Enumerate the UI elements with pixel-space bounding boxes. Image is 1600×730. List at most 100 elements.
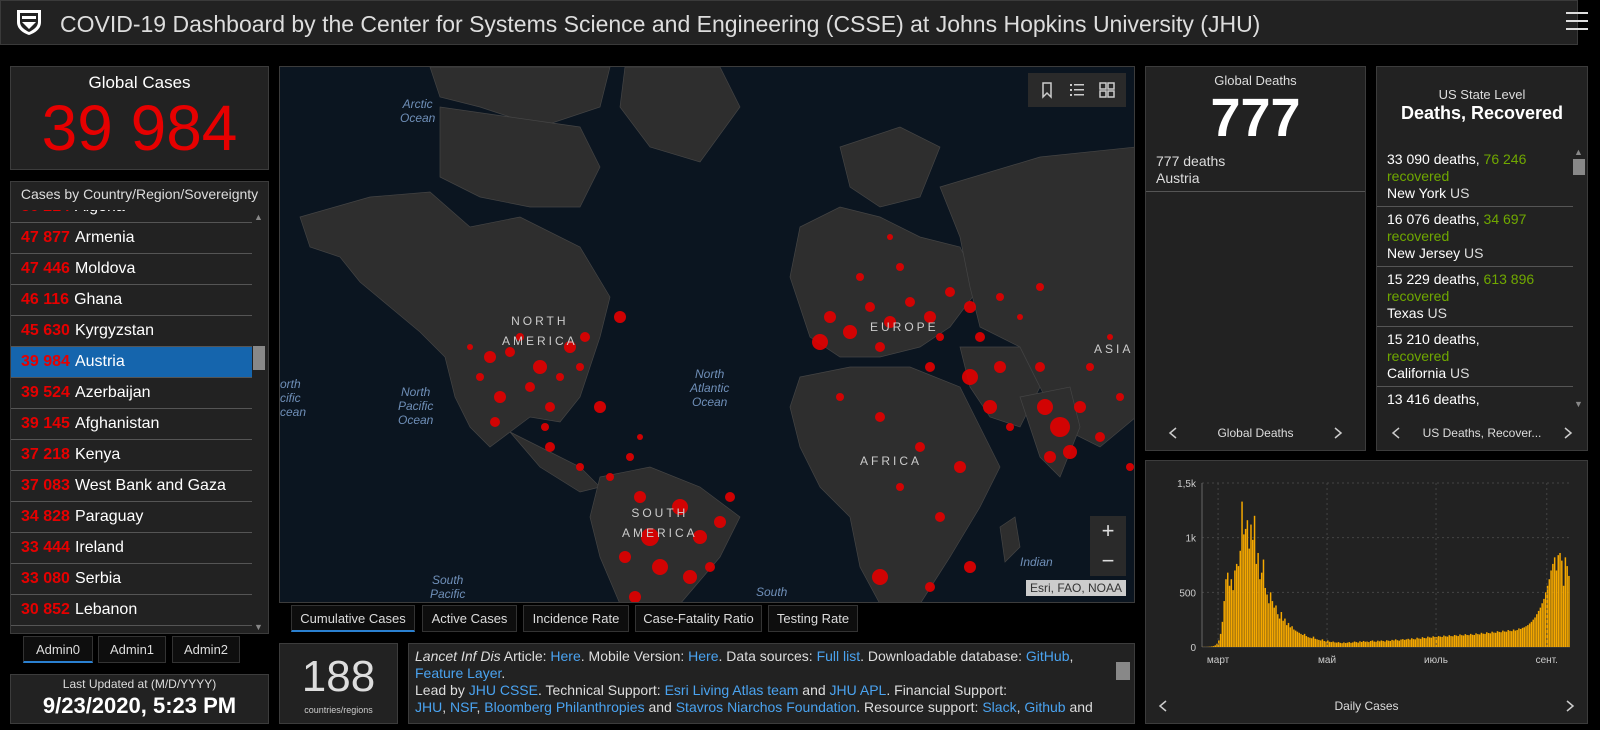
country-row[interactable]: 39 984 Austria <box>11 347 252 378</box>
us-state-row[interactable]: 15 229 deaths, 613 896 recovered Texas US <box>1377 267 1573 327</box>
chart-bar <box>1468 635 1470 647</box>
countries-count-panel: 188 countries/regions <box>279 643 398 724</box>
next-arrow-icon[interactable] <box>1565 700 1575 712</box>
link-full-list[interactable]: Full list <box>816 648 861 664</box>
prev-arrow-icon[interactable] <box>1391 427 1401 439</box>
link-feature-layer[interactable]: Feature Layer <box>415 665 502 681</box>
label-indian-ocean: Indian <box>1020 555 1053 569</box>
country-row[interactable]: 47 446 Moldova <box>11 254 252 285</box>
tab-admin2[interactable]: Admin2 <box>172 636 240 663</box>
us-state-row[interactable]: 33 090 deaths, 76 246 recovered New York U… <box>1377 147 1573 207</box>
country-row[interactable]: 45 630 Kyrgyzstan <box>11 316 252 347</box>
prev-arrow-icon[interactable] <box>1168 427 1178 439</box>
us-recovered-count: 34 697 <box>1483 211 1527 227</box>
link-slack[interactable]: Slack <box>982 699 1017 715</box>
tab-incidence-rate[interactable]: Incidence Rate <box>523 605 629 632</box>
country-case-count: 47 446 <box>21 260 70 277</box>
chart-bar <box>1393 640 1395 647</box>
prev-arrow-icon[interactable] <box>1158 700 1168 712</box>
next-arrow-icon[interactable] <box>1563 427 1573 439</box>
chart-bar <box>1357 642 1359 647</box>
us-state-panel: US State Level Deaths, Recovered 33 090 … <box>1376 66 1588 451</box>
chart-bar <box>1457 636 1459 647</box>
legend-list-icon[interactable] <box>1068 81 1086 99</box>
scroll-up-icon[interactable]: ▲ <box>254 212 263 222</box>
basemap-gallery-icon[interactable] <box>1098 81 1116 99</box>
link-github[interactable]: GitHub <box>1025 648 1070 664</box>
country-row[interactable]: 47 877 Armenia <box>11 223 252 254</box>
country-row[interactable]: 37 218 Kenya <box>11 440 252 471</box>
zoom-out-button[interactable]: − <box>1101 548 1115 573</box>
country-list-scrollbar[interactable]: ▲ ▼ <box>252 212 266 632</box>
bookmark-icon[interactable] <box>1038 81 1056 99</box>
chart-bar <box>1496 631 1499 647</box>
scroll-down-icon[interactable]: ▼ <box>254 622 263 632</box>
link-github-2[interactable]: Github <box>1024 699 1066 715</box>
chart-bar <box>1278 618 1281 647</box>
scroll-down-icon[interactable]: ▼ <box>1574 399 1583 409</box>
country-row[interactable]: 39 524 Azerbaijan <box>11 378 252 409</box>
link-bloomberg[interactable]: Bloomberg Philanthropies <box>484 699 645 715</box>
scrollbar-thumb[interactable] <box>1573 159 1585 175</box>
tab-active-cases[interactable]: Active Cases <box>422 605 517 632</box>
country-case-count: 37 218 <box>21 446 70 463</box>
tab-case-fatality-ratio[interactable]: Case-Fatality Ratio <box>635 605 762 632</box>
chart-bar <box>1502 630 1504 647</box>
info-scrollbar-thumb[interactable] <box>1116 662 1130 680</box>
chart-bar <box>1525 626 1527 647</box>
country-row[interactable]: 37 083 West Bank and Gaza <box>11 471 252 502</box>
country-row[interactable]: 50 214 Algeria <box>11 210 252 223</box>
link-jhu[interactable]: JHU <box>415 699 443 715</box>
tab-admin1[interactable]: Admin1 <box>98 636 166 663</box>
chart-y-tick-label: 1k <box>1185 534 1197 545</box>
link-stavros-niarchos[interactable]: Stavros Niarchos Foundation <box>675 699 857 715</box>
scroll-up-icon[interactable]: ▲ <box>1574 147 1583 157</box>
chart-bar <box>1259 579 1261 647</box>
country-case-count: 37 083 <box>21 477 70 494</box>
link-mobile-here[interactable]: Here <box>688 648 719 664</box>
country-row[interactable]: 30 852 Lebanon <box>11 595 252 626</box>
us-state-row[interactable]: 13 416 deaths, recoveredFlorida US <box>1377 387 1573 409</box>
chart-bar <box>1530 621 1533 647</box>
map-land-layer <box>299 67 1134 602</box>
chart-bar <box>1407 638 1409 647</box>
zoom-in-button[interactable]: + <box>1101 518 1115 543</box>
next-arrow-icon[interactable] <box>1333 427 1343 439</box>
country-name: Kyrgyzstan <box>74 322 155 339</box>
chart-bar <box>1452 636 1454 647</box>
world-map[interactable]: Arctic Ocean North Pacific Ocean orth ci… <box>279 66 1135 603</box>
country-row[interactable]: 33 080 Serbia <box>11 564 252 595</box>
link-esri-living-atlas[interactable]: Esri Living Atlas team <box>664 682 799 698</box>
country-row[interactable]: 46 116 Ghana <box>11 285 252 316</box>
chart-bar <box>1387 640 1390 647</box>
chart-bar <box>1443 635 1445 647</box>
chart-bar <box>1368 642 1370 647</box>
tab-testing-rate[interactable]: Testing Rate <box>768 605 858 632</box>
us-state-row[interactable]: 16 076 deaths, 34 697 recovered New Jersey… <box>1377 207 1573 267</box>
tab-admin0[interactable]: Admin0 <box>23 636 93 663</box>
chart-bar <box>1411 638 1413 647</box>
hamburger-menu-icon[interactable] <box>1566 12 1588 32</box>
link-nsf[interactable]: NSF <box>450 699 477 715</box>
us-list-scrollbar[interactable]: ▲ ▼ <box>1573 147 1585 409</box>
chart-bar <box>1248 548 1250 647</box>
link-jhu-apl[interactable]: JHU APL <box>829 682 887 698</box>
scrollbar-thumb[interactable] <box>253 346 265 370</box>
chart-bar <box>1400 639 1402 647</box>
us-state-row[interactable]: 15 210 deaths, recovered California US <box>1377 327 1573 387</box>
chart-bar <box>1561 560 1563 647</box>
country-row[interactable]: 34 828 Paraguay <box>11 502 252 533</box>
chart-bar <box>1377 640 1379 647</box>
tab-cumulative-cases[interactable]: Cumulative Cases <box>291 605 415 632</box>
chart-bar <box>1562 585 1565 647</box>
link-jhu-csse[interactable]: JHU CSSE <box>468 682 538 698</box>
us-state-list[interactable]: 33 090 deaths, 76 246 recovered New York U… <box>1377 147 1573 409</box>
chart-bar <box>1418 638 1420 647</box>
country-name: Ireland <box>74 539 124 556</box>
link-article-here[interactable]: Here <box>550 648 581 664</box>
country-row[interactable]: 39 145 Afghanistan <box>11 409 252 440</box>
chart-bar <box>1219 633 1222 647</box>
country-case-count: 39 524 <box>21 384 70 401</box>
country-row[interactable]: 33 444 Ireland <box>11 533 252 564</box>
